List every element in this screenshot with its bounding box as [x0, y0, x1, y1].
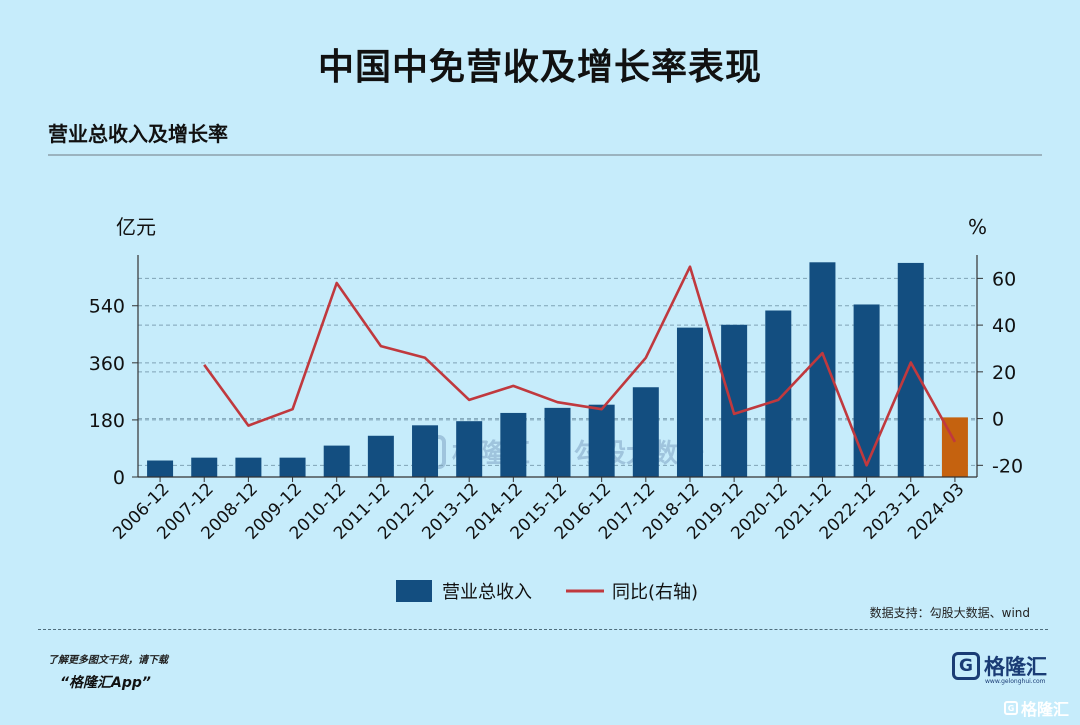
revenue-bar: [191, 457, 218, 477]
promo-text: 了解更多图文干货，请下载: [48, 655, 168, 666]
revenue-bar: [544, 407, 571, 477]
left-axis-tick-label: 180: [89, 410, 125, 432]
revenue-bar: [632, 387, 659, 477]
revenue-bar: [588, 404, 615, 477]
right-axis-unit: %: [968, 215, 987, 239]
revenue-bar: [897, 262, 924, 477]
revenue-bar: [279, 457, 306, 477]
corner-logo-icon: G: [1004, 701, 1018, 715]
revenue-bar: [456, 421, 483, 477]
right-axis-tick-label: 20: [992, 362, 1016, 384]
revenue-bar: [500, 412, 527, 477]
right-axis-tick-label: -20: [992, 455, 1023, 477]
revenue-bar: [323, 445, 350, 477]
right-axis-tick-label: 60: [992, 268, 1016, 290]
right-axis-tick-label: 40: [992, 315, 1016, 337]
left-axis-tick-label: 0: [113, 467, 125, 489]
footer-divider: [38, 629, 1048, 630]
revenue-bar: [809, 262, 836, 477]
revenue-bar: [676, 327, 703, 477]
left-axis-unit: 亿元: [116, 215, 156, 239]
title-divider: [48, 154, 1042, 156]
revenue-bar: [721, 324, 748, 477]
data-source: 数据支持：勾股大数据、wind: [869, 606, 1030, 620]
revenue-bar: [235, 457, 262, 477]
legend-label-revenue: 营业总收入: [442, 582, 532, 603]
revenue-bar: [765, 310, 792, 477]
logo-text: 格隆汇: [984, 655, 1047, 679]
corner-watermark: G 格隆汇: [1004, 696, 1069, 720]
logo-url: www.gelonghui.com: [985, 678, 1046, 685]
logo-icon: G: [952, 652, 980, 680]
right-axis-tick-label: 0: [992, 409, 1004, 431]
revenue-bar: [147, 460, 174, 477]
page-title: 中国中免营收及增长率表现: [317, 47, 762, 88]
revenue-bar: [412, 425, 439, 477]
revenue-bar: [367, 435, 394, 477]
left-axis-tick-label: 360: [89, 353, 125, 375]
growth-rate-line: [203, 265, 957, 467]
corner-text: 格隆汇: [1021, 700, 1070, 719]
chart-subtitle: 营业总收入及增长率: [48, 122, 228, 146]
legend-swatch-revenue: [396, 580, 432, 602]
left-axis-tick-label: 540: [89, 296, 125, 318]
gelonghui-logo: G 格隆汇: [952, 651, 1047, 681]
revenue-bar: [853, 304, 880, 477]
legend-label-growth: 同比(右轴): [612, 582, 698, 603]
promo-app-name: “格隆汇App”: [60, 675, 151, 691]
